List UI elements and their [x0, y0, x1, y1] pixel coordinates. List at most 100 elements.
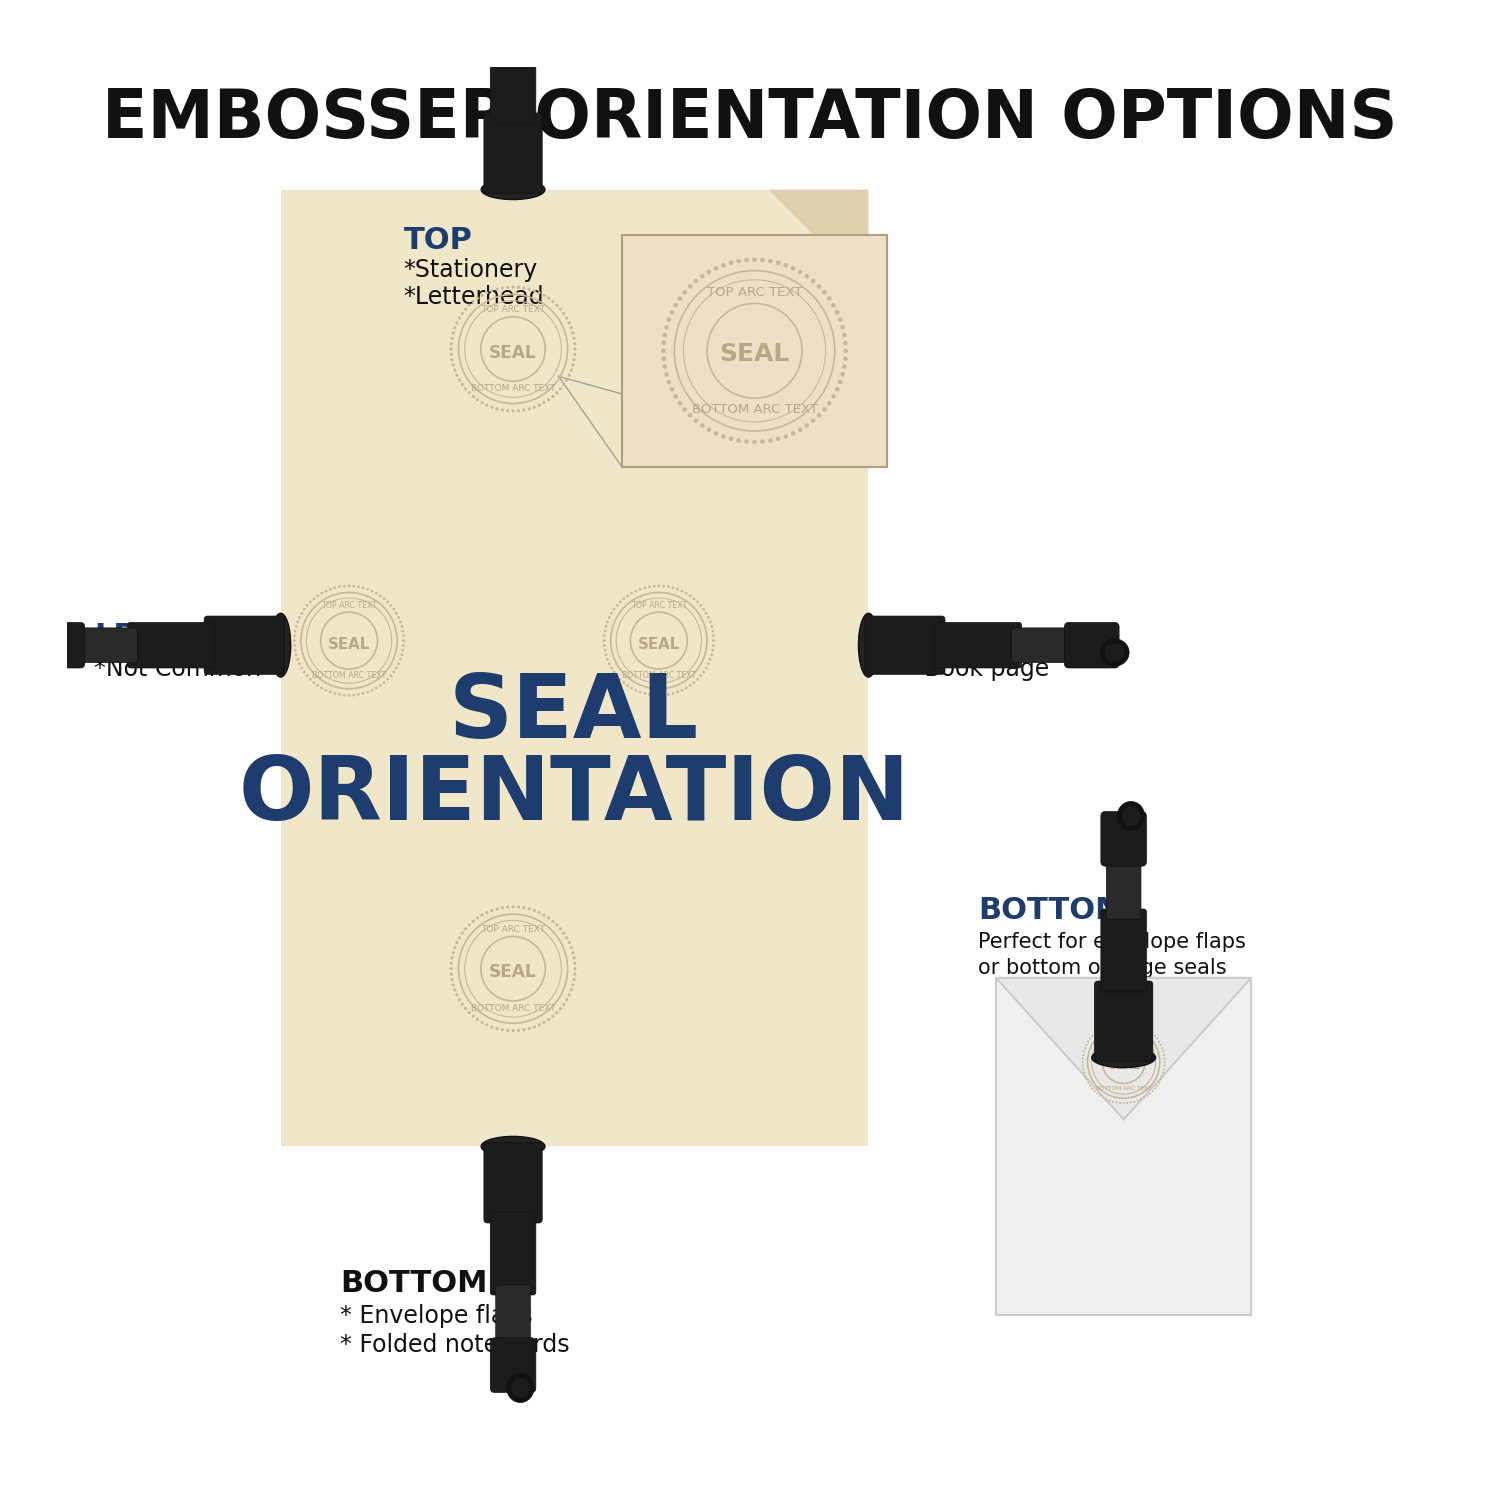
Circle shape — [736, 260, 741, 264]
Circle shape — [548, 916, 550, 920]
Circle shape — [528, 1028, 531, 1030]
Circle shape — [678, 400, 682, 405]
Circle shape — [1108, 1023, 1110, 1025]
Circle shape — [839, 380, 843, 384]
Circle shape — [543, 400, 546, 404]
Text: BOTTOM: BOTTOM — [978, 896, 1125, 926]
Circle shape — [402, 634, 405, 638]
Circle shape — [562, 312, 566, 315]
Circle shape — [450, 342, 453, 345]
Circle shape — [390, 604, 393, 608]
Circle shape — [573, 348, 576, 351]
Circle shape — [468, 303, 471, 306]
Circle shape — [1146, 1028, 1148, 1029]
Circle shape — [610, 666, 614, 669]
Circle shape — [560, 927, 562, 930]
Circle shape — [566, 936, 568, 939]
Circle shape — [486, 910, 489, 914]
Circle shape — [480, 400, 483, 404]
Text: BOTTOM ARC TEXT: BOTTOM ARC TEXT — [312, 670, 386, 680]
Circle shape — [453, 988, 456, 992]
Circle shape — [639, 588, 642, 591]
Circle shape — [831, 394, 836, 399]
Circle shape — [768, 438, 772, 442]
Text: *Stationery: *Stationery — [404, 258, 538, 282]
Circle shape — [669, 310, 674, 315]
Circle shape — [506, 285, 509, 290]
Circle shape — [458, 998, 460, 1002]
FancyBboxPatch shape — [484, 1143, 542, 1222]
Circle shape — [382, 681, 386, 684]
Circle shape — [816, 413, 822, 417]
Circle shape — [676, 588, 680, 591]
Circle shape — [1137, 1023, 1138, 1025]
Circle shape — [572, 332, 574, 334]
Circle shape — [450, 957, 453, 960]
Text: SEAL: SEAL — [489, 963, 537, 981]
Circle shape — [843, 348, 848, 352]
Circle shape — [560, 308, 562, 310]
Circle shape — [626, 594, 628, 597]
Circle shape — [696, 600, 699, 603]
Circle shape — [370, 590, 374, 592]
Text: TOP ARC TEXT: TOP ARC TEXT — [482, 304, 544, 313]
Circle shape — [699, 675, 702, 676]
Circle shape — [712, 644, 714, 646]
Circle shape — [501, 1028, 504, 1032]
Circle shape — [328, 588, 332, 591]
Circle shape — [1100, 1028, 1101, 1029]
Circle shape — [693, 681, 696, 684]
Circle shape — [300, 666, 303, 669]
Circle shape — [603, 644, 606, 646]
Circle shape — [652, 585, 656, 588]
Circle shape — [573, 336, 576, 340]
Circle shape — [634, 688, 638, 692]
Text: *Letterhead: *Letterhead — [404, 285, 544, 309]
Circle shape — [688, 413, 693, 417]
FancyBboxPatch shape — [490, 40, 536, 125]
Circle shape — [1140, 1024, 1142, 1026]
Circle shape — [1083, 1050, 1084, 1053]
Circle shape — [532, 909, 536, 912]
Circle shape — [458, 936, 460, 939]
Text: *Not Common: *Not Common — [94, 657, 261, 681]
Text: * Envelope flaps: * Envelope flaps — [340, 1304, 532, 1328]
FancyBboxPatch shape — [865, 616, 945, 675]
Circle shape — [1143, 1096, 1144, 1098]
Circle shape — [528, 288, 531, 291]
Circle shape — [309, 600, 312, 603]
Circle shape — [700, 274, 705, 279]
Circle shape — [532, 290, 536, 292]
Circle shape — [1140, 1098, 1142, 1101]
Circle shape — [537, 404, 542, 406]
Circle shape — [370, 688, 374, 692]
Circle shape — [688, 594, 692, 597]
Circle shape — [452, 363, 454, 366]
Bar — [280, 189, 868, 1146]
Circle shape — [681, 590, 684, 592]
Circle shape — [668, 693, 669, 696]
Circle shape — [394, 612, 398, 615]
Circle shape — [1164, 1065, 1166, 1066]
Circle shape — [476, 916, 478, 920]
Circle shape — [804, 423, 808, 427]
Circle shape — [537, 910, 542, 914]
Circle shape — [348, 585, 351, 588]
Circle shape — [312, 597, 315, 600]
Circle shape — [380, 684, 381, 687]
Circle shape — [309, 678, 312, 681]
Bar — [996, 978, 1251, 1316]
Circle shape — [572, 982, 574, 987]
Circle shape — [1160, 1044, 1162, 1046]
Circle shape — [490, 909, 494, 912]
FancyBboxPatch shape — [495, 0, 531, 51]
Circle shape — [1108, 1100, 1110, 1101]
Circle shape — [393, 670, 394, 674]
Circle shape — [495, 1028, 498, 1030]
Polygon shape — [768, 189, 868, 290]
Circle shape — [548, 1019, 550, 1022]
Circle shape — [711, 626, 712, 628]
Text: BOTTOM ARC TEXT: BOTTOM ARC TEXT — [471, 1004, 555, 1013]
Circle shape — [644, 586, 646, 590]
Circle shape — [453, 946, 456, 950]
